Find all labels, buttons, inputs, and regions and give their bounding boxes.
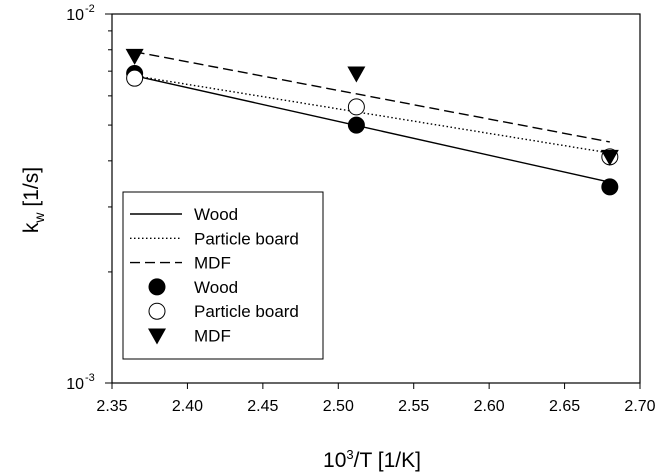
legend-marker-wood	[148, 278, 166, 296]
fit-lines	[134, 51, 610, 183]
marker-mdf	[347, 66, 366, 83]
legend-marker-mdf	[148, 328, 166, 345]
x-axis-ticks: 2.35 2.40 2.45 2.50 2.55 2.60 2.65 2.70	[96, 383, 656, 415]
legend-label: Particle board	[194, 229, 299, 248]
y-axis-ticks: 10-210-3	[66, 3, 112, 393]
x-tick-label: 2.40	[172, 398, 203, 415]
fit-line-mdf	[134, 51, 610, 143]
x-tick-label: 2.55	[398, 398, 429, 415]
marker-wood	[601, 178, 619, 196]
data-markers	[125, 48, 619, 196]
fit-line-particle-board	[134, 75, 610, 154]
legend: Wood Particle board MDF Wood Particle board M…	[122, 191, 324, 360]
legend-label: MDF	[194, 254, 231, 273]
y-tick-exponent: -2	[85, 3, 95, 15]
marker-particle-board	[126, 69, 144, 87]
x-axis-title: 103/T [1/K]	[323, 447, 421, 472]
x-tick-label: 2.65	[549, 398, 580, 415]
x-tick-label: 2.70	[624, 398, 655, 415]
marker-wood	[347, 116, 365, 134]
legend-marker-particle-board	[148, 302, 166, 320]
legend-label: MDF	[194, 327, 231, 346]
y-tick-exponent: -3	[85, 372, 95, 384]
marker-mdf	[600, 149, 619, 166]
x-tick-label: 2.60	[474, 398, 505, 415]
legend-label: Wood	[194, 205, 238, 224]
legend-label: Wood	[194, 278, 238, 297]
legend-label: Particle board	[194, 302, 299, 321]
marker-mdf	[125, 48, 144, 65]
y-axis-title: kw [1/s]	[20, 167, 47, 233]
plot-frame	[111, 13, 641, 384]
x-tick-label: 2.50	[323, 398, 354, 415]
x-tick-label: 2.35	[96, 398, 127, 415]
y-tick-label: 10	[66, 7, 84, 24]
y-tick-label: 10	[66, 376, 84, 393]
x-tick-label: 2.45	[247, 398, 278, 415]
fit-line-wood	[134, 75, 610, 183]
marker-particle-board	[347, 98, 365, 116]
